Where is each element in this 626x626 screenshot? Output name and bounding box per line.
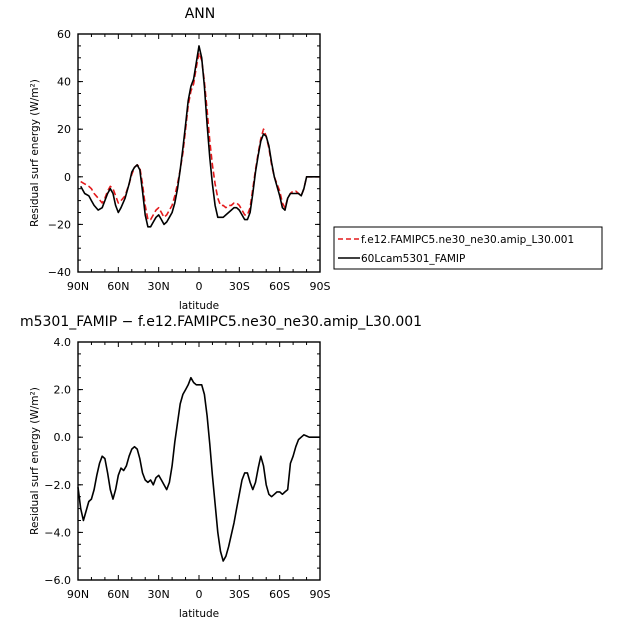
- chart-bottom-ytick-label: 2.0: [54, 384, 72, 397]
- chart-bottom-plot-frame: [77, 341, 321, 581]
- legend-box: [333, 226, 603, 270]
- chart-top: ANN Residual surf energy (W/m²) latitude…: [29, 6, 331, 312]
- chart-top-ytick-label: −40: [48, 266, 71, 279]
- chart-bottom-ytick-label: 0.0: [54, 431, 72, 444]
- chart-bottom-series-1-line: [77, 376, 320, 562]
- chart-top-ytick-label: 0: [64, 171, 71, 184]
- chart-top-xtick-label: 90N: [67, 280, 89, 293]
- chart-bottom-xlabel: latitude: [179, 608, 219, 620]
- chart-bottom-xtick-label: 0: [196, 588, 203, 601]
- chart-top-xtick-label: 30N: [148, 280, 170, 293]
- chart-top-xtick-label: 30S: [229, 280, 250, 293]
- chart-top-xtick-label: 60S: [269, 280, 290, 293]
- chart-bottom-xtick-label: 90S: [310, 588, 331, 601]
- legend-label-series-2: 60Lcam5301_FAMIP: [361, 253, 465, 265]
- chart-top-ytick-label: 40: [57, 76, 71, 89]
- chart-top-series-2-line: [80, 45, 320, 228]
- chart-bottom-xtick-label: 30S: [229, 588, 250, 601]
- chart-top-xtick-label: 0: [196, 280, 203, 293]
- chart-bottom-ticks: 90N 60N 30N 0 30S 60S 90S 4.0 2.0 0.0 −2.0 −4.0 −6.0: [44, 336, 330, 601]
- chart-bottom-title: m5301_FAMIP − f.e12.FAMIPC5.ne30_ne30.am…: [20, 314, 422, 330]
- chart-top-series: [80, 45, 320, 228]
- chart-bottom-ytick-label: 4.0: [54, 336, 72, 349]
- legend-label-series-1: f.e12.FAMIPC5.ne30_ne30.amip_L30.001: [361, 234, 574, 246]
- chart-bottom-ytick-label: −4.0: [44, 526, 71, 539]
- chart-bottom-series: [77, 376, 320, 562]
- chart-bottom-xtick-label: 60N: [107, 588, 129, 601]
- chart-top-ytick-label: 20: [57, 123, 71, 136]
- chart-bottom-xtick-label: 60S: [269, 588, 290, 601]
- chart-top-title: ANN: [185, 6, 216, 22]
- chart-bottom-ytick-label: −6.0: [44, 574, 71, 587]
- chart-bottom: m5301_FAMIP − f.e12.FAMIPC5.ne30_ne30.am…: [20, 314, 422, 620]
- chart-top-xlabel: latitude: [179, 300, 219, 312]
- chart-bottom-xtick-label: 30N: [148, 588, 170, 601]
- chart-top-ytick-label: −20: [48, 218, 71, 231]
- chart-top-plot-frame: [77, 33, 321, 273]
- chart-top-xtick-label: 90S: [310, 280, 331, 293]
- chart-bottom-ytick-label: −2.0: [44, 479, 71, 492]
- chart-top-legend: f.e12.FAMIPC5.ne30_ne30.amip_L30.001 60L…: [333, 226, 603, 270]
- chart-top-ylabel: Residual surf energy (W/m²): [29, 79, 41, 227]
- chart-top-xtick-label: 60N: [107, 280, 129, 293]
- chart-top-ytick-label: 60: [57, 28, 71, 41]
- chart-bottom-ylabel: Residual surf energy (W/m²): [29, 387, 41, 535]
- chart-top-ticks: 90N 60N 30N 0 30S 60S 90S 60 40 20 0 −20 −40: [48, 28, 331, 293]
- chart-bottom-xtick-label: 90N: [67, 588, 89, 601]
- chart-top-series-1-line: [80, 52, 320, 221]
